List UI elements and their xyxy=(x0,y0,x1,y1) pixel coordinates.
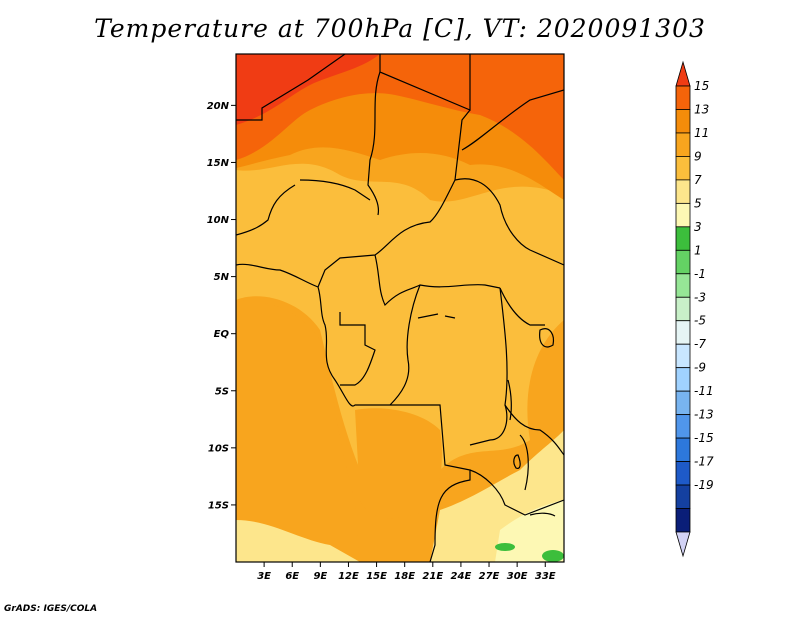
colorbar-label: 9 xyxy=(694,149,702,163)
temperature-field xyxy=(236,54,564,562)
longitude-axis: 3E 6E 9E 12E 15E 18E 21E 24E 27E 30E 33E xyxy=(257,562,556,582)
cold-patch-2 xyxy=(542,550,564,562)
colorbar: 15 13 11 9 7 5 3 1 -1 -3 -5 -7 -9 -11 -13 -15 -17 -19 xyxy=(675,60,714,558)
colorbar-swatch xyxy=(675,484,691,509)
lat-tick-label: 10S xyxy=(208,443,229,454)
map-title: Temperature at 700hPa [C], VT: 202009130… xyxy=(94,14,706,43)
lon-tick-label: 3E xyxy=(257,571,271,582)
colorbar-label: -9 xyxy=(694,361,706,375)
lat-tick-label: 20N xyxy=(207,101,230,112)
contour-band-7-9 xyxy=(236,163,564,470)
colorbar-swatch xyxy=(675,414,691,439)
lat-tick-label: 15N xyxy=(207,158,230,169)
contour-band-5-7 xyxy=(236,520,360,562)
latitude-axis: 20N 15N 10N 5N EQ 5S 10S 15S xyxy=(207,101,236,511)
lat-tick-label: 10N xyxy=(207,215,230,226)
colorbar-label: -5 xyxy=(694,314,706,328)
colorbar-swatch xyxy=(675,179,691,204)
colorbar-label: -11 xyxy=(694,384,714,398)
colorbar-swatch xyxy=(675,508,691,533)
lon-tick-label: 12E xyxy=(338,571,359,582)
colorbar-swatch xyxy=(675,367,691,392)
colorbar-swatch xyxy=(675,132,691,157)
lat-tick-label: 5S xyxy=(215,386,229,397)
colorbar-label: 13 xyxy=(694,102,709,116)
lat-tick-label: 5N xyxy=(214,272,230,283)
colorbar-label: 15 xyxy=(694,79,709,93)
lon-tick-label: 9E xyxy=(313,571,327,582)
country-borders xyxy=(236,54,564,562)
lat-tick-label: 15S xyxy=(208,500,229,511)
colorbar-swatch xyxy=(675,296,691,322)
colorbar-swatch xyxy=(675,320,691,345)
contour-band-9-11-sw xyxy=(236,300,360,562)
colorbar-swatch xyxy=(675,226,691,251)
colorbar-swatch xyxy=(675,202,691,228)
lon-tick-label: 18E xyxy=(394,571,415,582)
colorbar-label: -17 xyxy=(694,455,714,469)
colorbar-label: -1 xyxy=(694,267,706,281)
colorbar-label: 1 xyxy=(694,243,702,257)
map-frame xyxy=(235,53,565,563)
lon-tick-label: 24E xyxy=(451,571,472,582)
colorbar-swatch xyxy=(675,156,691,181)
lon-tick-label: 27E xyxy=(479,571,500,582)
contour-band-9-11-angola xyxy=(355,408,442,519)
colorbar-label: 7 xyxy=(694,173,702,187)
colorbar-swatch xyxy=(675,461,691,486)
colorbar-swatch xyxy=(675,437,691,462)
lon-tick-label: 15E xyxy=(366,571,387,582)
lakes xyxy=(417,313,556,517)
colorbar-label: -15 xyxy=(694,431,714,445)
colorbar-label: -19 xyxy=(694,478,714,492)
colorbar-swatch xyxy=(675,249,691,275)
colorbar-swatch xyxy=(675,343,691,369)
colorbar-swatch xyxy=(675,85,691,110)
lat-tick-label: EQ xyxy=(214,329,230,340)
colorbar-top-arrow xyxy=(675,60,691,87)
colorbar-label: 11 xyxy=(694,126,709,140)
colorbar-label: -13 xyxy=(694,408,714,422)
colorbar-swatch xyxy=(675,109,691,134)
lon-tick-label: 30E xyxy=(507,571,528,582)
colorbar-bottom-arrow xyxy=(675,531,691,558)
cold-patch-1 xyxy=(495,543,515,551)
grads-credit: GrADS: IGES/COLA xyxy=(4,604,98,614)
colorbar-label: -3 xyxy=(694,290,706,304)
colorbar-label: -7 xyxy=(694,337,706,351)
colorbar-swatch xyxy=(675,273,691,298)
colorbar-label: 5 xyxy=(694,196,702,210)
colorbar-label: 3 xyxy=(694,220,702,234)
contour-band-13-15 xyxy=(236,54,564,180)
lon-tick-label: 6E xyxy=(285,571,299,582)
lon-tick-label: 21E xyxy=(422,571,443,582)
contour-band-15-plus xyxy=(236,54,380,125)
colorbar-swatch xyxy=(675,390,691,416)
lon-tick-label: 33E xyxy=(535,571,556,582)
